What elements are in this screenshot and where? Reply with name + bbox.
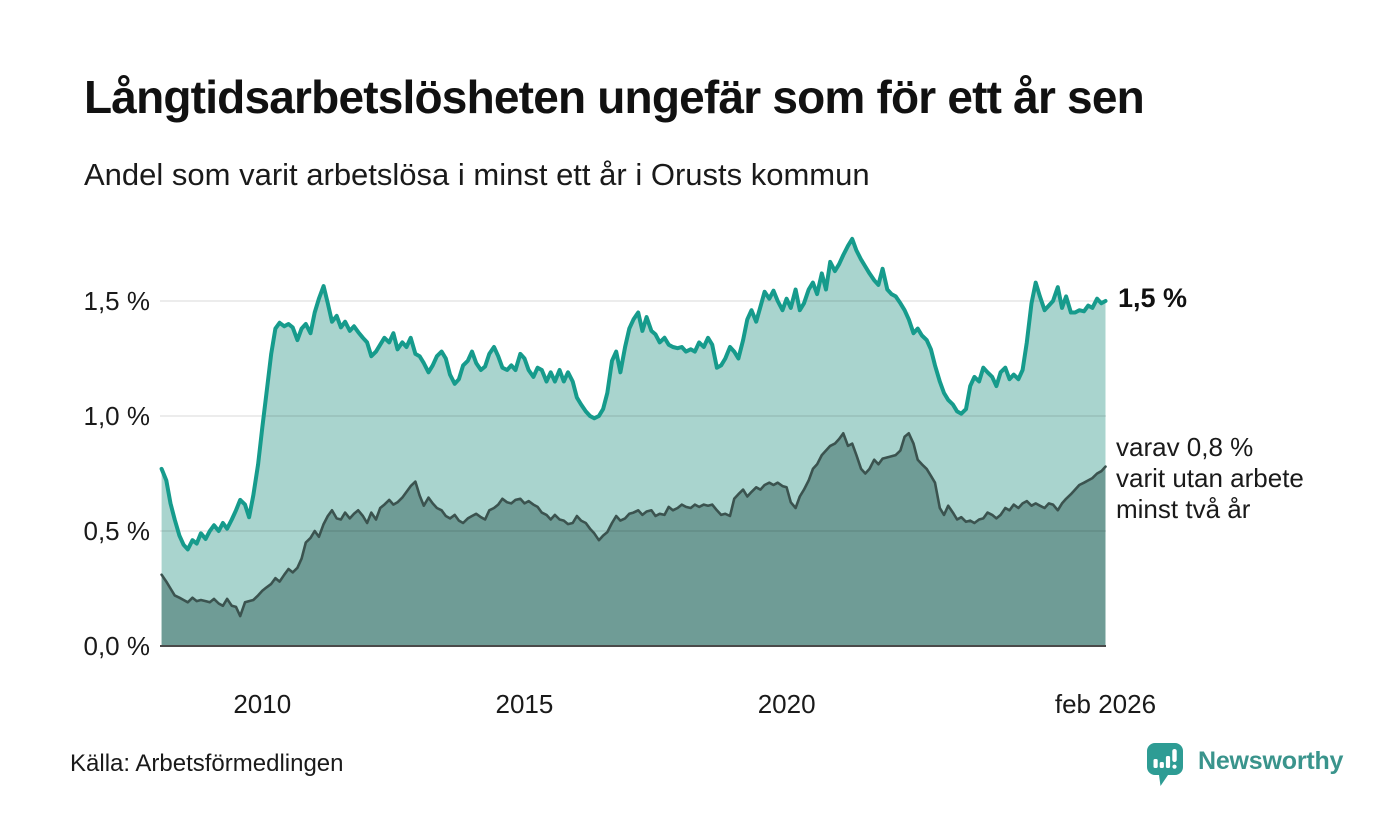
annotation-line: varit utan arbete [1116,463,1304,493]
newsworthy-logo[interactable]: Newsworthy [1146,742,1343,788]
y-axis-label: 0,5 % [83,516,151,546]
annotation-line: varav 0,8 % [1116,432,1254,462]
two-year-annotation: varav 0,8 % varit utan arbete minst två … [1116,432,1304,525]
source-note: Källa: Arbetsförmedlingen [70,750,344,777]
annotation-line: minst två år [1116,494,1251,524]
newsworthy-bubble-barchart-icon [1147,743,1183,786]
x-axis-label: 2015 [495,689,554,719]
y-axis-label: 0,0 % [83,631,151,661]
y-axis-label: 1,5 % [83,286,151,316]
newsworthy-logo-text: Newsworthy [1198,747,1344,775]
page-title: Långtidsarbetslösheten ungefär som för e… [84,71,1145,123]
x-axis-label: 2010 [233,689,292,719]
x-axis-label: feb 2026 [1054,689,1157,719]
x-axis-label: 2020 [757,689,816,719]
latest-value-label: 1,5 % [1118,283,1188,313]
page-subtitle: Andel som varit arbetslösa i minst ett å… [84,157,870,192]
y-axis-label: 1,0 % [83,401,151,431]
